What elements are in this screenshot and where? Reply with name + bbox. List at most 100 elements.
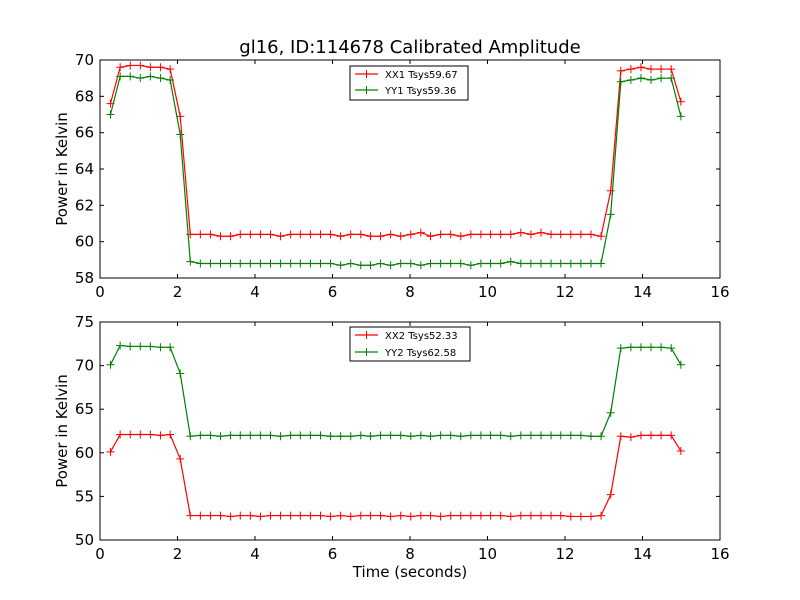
top-series-1-point [256, 259, 265, 268]
top-series-0-point [506, 230, 515, 239]
bottom-series-0-point [667, 431, 676, 440]
bottom-series-1-point [176, 369, 185, 378]
top-series-1-point [346, 259, 355, 268]
bottom-series-1-point [316, 431, 325, 440]
top-x-tick-label: 2 [173, 283, 183, 301]
top-series-1-point [476, 259, 485, 268]
top-series-1-point [626, 75, 635, 84]
legend-label-xx2: XX2 Tsys52.33 [385, 331, 458, 342]
top-series-0-point [316, 230, 325, 239]
top-series-line-0 [109, 64, 682, 237]
top-series-1-point [136, 74, 145, 83]
bottom-series-0-point [526, 511, 535, 520]
bottom-series-0-point [176, 454, 185, 463]
bottom-series-0-point [206, 511, 215, 520]
bottom-series-0-point [276, 511, 285, 520]
top-y-tick-label: 70 [75, 51, 94, 69]
bottom-series-0-point [566, 512, 575, 521]
top-series-0-point [466, 230, 475, 239]
top-series-1-point [356, 261, 365, 270]
top-series-0-point [146, 63, 155, 72]
bottom-series-1-point [606, 408, 615, 417]
bottom-series-0-point [216, 511, 225, 520]
top-series-0-point [456, 232, 465, 241]
top-series-1-point [226, 259, 235, 268]
bottom-series-1-point [636, 343, 645, 352]
bottom-x-tick-label: 12 [555, 545, 574, 563]
bottom-series-0-point [236, 511, 245, 520]
bottom-series-1-point [306, 431, 315, 440]
bottom-series-0-point [396, 511, 405, 520]
bottom-y-tick-label: 65 [75, 400, 94, 418]
bottom-series-0-point [406, 512, 415, 521]
bottom-series-line-1 [109, 344, 682, 437]
top-series-1-point [506, 257, 515, 266]
bottom-series-1-point [506, 432, 515, 441]
bottom-series-1-point [326, 432, 335, 441]
top-series-0-point [386, 230, 395, 239]
top-series-0-point [166, 65, 175, 74]
bottom-y-tick-label: 60 [75, 444, 94, 462]
top-series-1-point [536, 259, 545, 268]
bottom-series-1-point [266, 431, 275, 440]
top-y-axis-label: Power in Kelvin [53, 112, 71, 226]
bottom-series-0-point [366, 511, 375, 520]
bottom-series-0-point [466, 511, 475, 520]
bottom-series-0-point [456, 511, 465, 520]
top-series-1-point [606, 210, 615, 219]
bottom-series-0-point [626, 433, 635, 442]
bottom-series-1-point [516, 431, 525, 440]
bottom-x-tick-label: 8 [405, 545, 415, 563]
top-series-1-point [496, 259, 505, 268]
bottom-series-1-point [376, 431, 385, 440]
top-series-0-point [446, 230, 455, 239]
bottom-series-1-point [386, 431, 395, 440]
bottom-series-1-point [566, 431, 575, 440]
top-x-tick-label: 10 [478, 283, 497, 301]
bottom-series-1-point [676, 360, 685, 369]
top-series-0-point [616, 66, 625, 75]
top-series-0-point [586, 230, 595, 239]
top-series-1-point [106, 110, 115, 119]
bottom-series-1-point [286, 431, 295, 440]
bottom-series-0-point [506, 512, 515, 521]
top-series-1-point [156, 74, 165, 83]
bottom-series-1-point [426, 432, 435, 441]
top-y-tick-label: 68 [75, 87, 94, 105]
top-x-tick-label: 6 [328, 283, 338, 301]
top-series-0-point [296, 230, 305, 239]
top-series-1-point [336, 261, 345, 270]
bottom-series-1-point [667, 344, 676, 353]
bottom-series-1-point [146, 342, 155, 351]
bottom-series-1-point [466, 431, 475, 440]
chart-top: gl16, ID:114678 Calibrated Amplitude Pow… [53, 37, 730, 301]
top-series-1-point [516, 259, 525, 268]
top-series-0-point [636, 63, 645, 72]
top-series-0-point [426, 232, 435, 241]
bottom-series-0-point [486, 511, 495, 520]
top-series-0-point [336, 232, 345, 241]
bottom-series-1-point [416, 431, 425, 440]
bottom-x-tick-label: 16 [710, 545, 729, 563]
top-series-0-point [286, 230, 295, 239]
bottom-series-0-point [436, 512, 445, 521]
bottom-series-0-point [446, 511, 455, 520]
top-series-0-point [606, 186, 615, 195]
top-series-0-point [156, 63, 165, 72]
bottom-series-1-point [446, 431, 455, 440]
top-series-0-point [657, 65, 666, 74]
top-series-0-point [126, 61, 135, 70]
bottom-series-1-point [296, 431, 305, 440]
bottom-y-tick-label: 55 [75, 487, 94, 505]
top-y-tick-label: 60 [75, 233, 94, 251]
top-series-0-point [436, 230, 445, 239]
top-series-0-point [597, 232, 606, 241]
bottom-series-1-point [236, 431, 245, 440]
top-series-1-point [186, 257, 195, 266]
top-y-tick-label: 64 [75, 160, 94, 178]
bottom-series-0-point [136, 430, 145, 439]
top-series-0-point [396, 232, 405, 241]
top-series-1-point [216, 259, 225, 268]
top-series-0-point [356, 230, 365, 239]
bottom-y-tick-label: 50 [75, 531, 94, 549]
